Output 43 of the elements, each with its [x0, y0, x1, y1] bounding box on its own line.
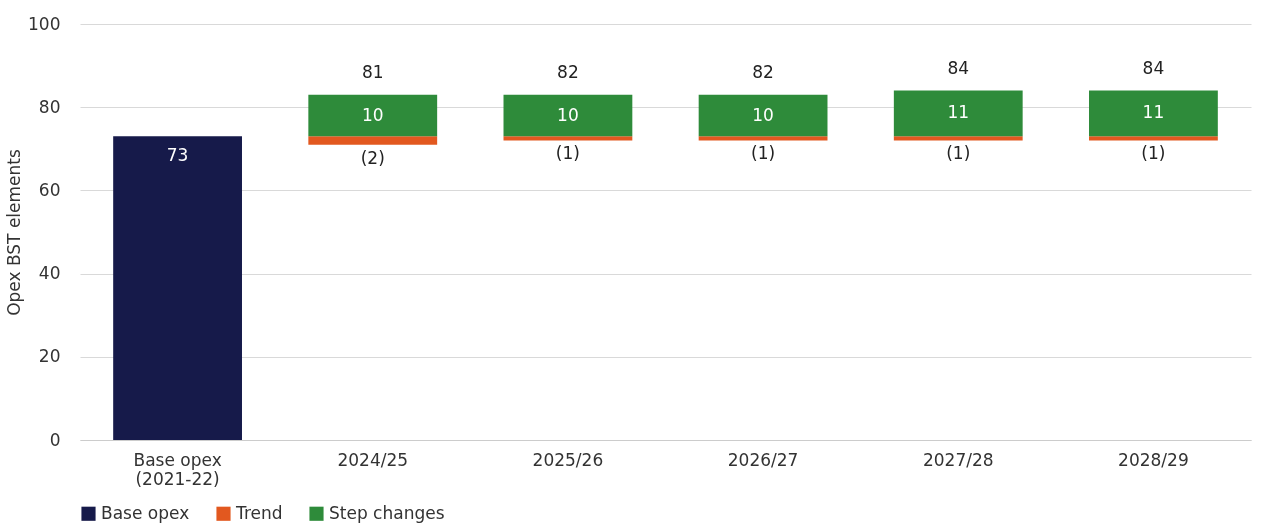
data-label: (1): [946, 143, 971, 164]
annotation: 81: [361, 61, 384, 82]
legend-label: Trend: [235, 502, 283, 523]
data-label: (1): [555, 143, 580, 164]
annotation: 82: [557, 61, 579, 82]
bar: [893, 90, 1023, 137]
y-tick-label: 0: [49, 429, 61, 450]
y-axis-title: Opex BST elements: [4, 149, 25, 316]
bar: [893, 136, 1023, 141]
legend-label: Step changes: [329, 502, 445, 523]
bar: [1089, 90, 1218, 137]
bar: [1089, 136, 1218, 141]
y-tick-label: 40: [38, 263, 61, 284]
bar: [308, 136, 438, 145]
y-tick-label: 60: [38, 179, 61, 200]
x-tick-label: 2025/26: [532, 449, 604, 470]
bar: [113, 136, 242, 440]
data-label: 10: [557, 104, 579, 125]
annotation: 84: [947, 57, 970, 78]
bar: [698, 94, 828, 137]
data-label: 11: [947, 102, 970, 123]
x-tick-label: 2027/28: [922, 449, 994, 470]
bar: [698, 136, 828, 141]
data-label: (2): [360, 147, 385, 168]
data-label: 11: [1142, 102, 1165, 123]
legend-label: Base opex: [101, 502, 190, 523]
annotation: 82: [752, 61, 774, 82]
data-label: 10: [361, 104, 384, 125]
x-tick-label: 2026/27: [727, 449, 799, 470]
bar: [308, 94, 438, 137]
y-tick-label: 20: [38, 346, 61, 367]
data-label: 10: [752, 104, 774, 125]
x-tick-label: Base opex (2021-22): [133, 449, 222, 489]
annotation: 84: [1142, 57, 1165, 78]
data-label: (1): [1141, 143, 1166, 164]
bar: [503, 94, 633, 137]
data-label: (1): [751, 143, 776, 164]
y-tick-label: 80: [38, 96, 61, 117]
bar: [503, 136, 633, 141]
data-label: 73: [166, 145, 189, 166]
y-tick-label: 100: [28, 13, 61, 34]
x-tick-label: 2024/25: [337, 449, 409, 470]
x-tick-label: 2028/29: [1118, 449, 1189, 470]
